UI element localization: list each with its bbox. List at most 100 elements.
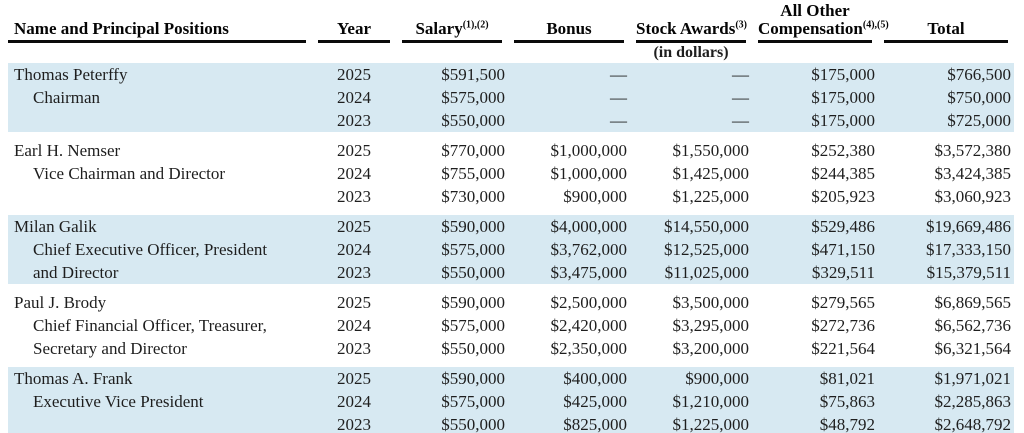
column-header-name-label: Name and Principal Positions — [14, 19, 229, 38]
bonus-cell: $1,000,000 — [550, 141, 628, 160]
table-row: Paul J. Brody 2025 $590,000 $2,500,000 $… — [8, 291, 1014, 314]
bonus-cell: $900,000 — [563, 187, 627, 206]
other-compensation-cell: $81,021 — [819, 369, 875, 388]
salary-cell: $575,000 — [441, 316, 505, 335]
stock-awards-cell: — — [732, 65, 749, 84]
table-row: 2023 $730,000 $900,000 $1,225,000 $205,9… — [8, 185, 1014, 208]
table-row: 2023 $550,000 — — $175,000 $725,000 — [8, 109, 1014, 132]
table-row: Thomas A. Frank 2025 $590,000 $400,000 $… — [8, 367, 1014, 390]
stock-awards-cell: $1,425,000 — [672, 164, 750, 183]
total-cell: $6,869,565 — [934, 293, 1012, 312]
stock-awards-cell: $14,550,000 — [664, 217, 749, 236]
table-row: and Director 2023 $550,000 $3,475,000 $1… — [8, 261, 1014, 284]
column-header-all-other-compensation: All Other Compensation(4),(5) — [752, 0, 889, 43]
salary-cell: $591,500 — [441, 65, 505, 84]
salary-cell: $550,000 — [441, 415, 505, 433]
salary-cell: $590,000 — [441, 369, 505, 388]
name-position-cell: Chief Executive Officer, President — [33, 240, 268, 259]
bonus-cell: — — [610, 65, 627, 84]
column-header-bonus-label: Bonus — [546, 19, 592, 38]
header-row: Name and Principal Positions Year Salary… — [8, 0, 1014, 43]
name-position-cell: Chairman — [33, 88, 101, 107]
year-cell: 2025 — [337, 217, 371, 236]
bonus-cell: $400,000 — [563, 369, 627, 388]
bonus-cell: $825,000 — [563, 415, 627, 433]
year-cell: 2023 — [337, 263, 371, 282]
stock-awards-cell: — — [732, 88, 749, 107]
other-compensation-cell: $221,564 — [811, 339, 875, 358]
total-cell: $6,562,736 — [934, 316, 1012, 335]
stock-awards-cell: $900,000 — [685, 369, 749, 388]
column-header-all-other-line1: All Other — [780, 1, 850, 20]
column-header-stock-awards-label: Stock Awards — [636, 19, 736, 38]
year-cell: 2025 — [337, 65, 371, 84]
other-compensation-cell: $205,923 — [811, 187, 875, 206]
name-position-cell: Milan Galik — [14, 217, 97, 236]
other-compensation-cell: $272,736 — [811, 316, 875, 335]
other-compensation-cell: $75,863 — [819, 392, 875, 411]
total-cell: $3,572,380 — [934, 141, 1012, 160]
salary-cell: $550,000 — [441, 111, 505, 130]
name-position-cell — [8, 109, 312, 132]
column-header-total: Total — [878, 0, 1014, 43]
year-cell: 2023 — [337, 339, 371, 358]
stock-awards-cell: $3,500,000 — [672, 293, 750, 312]
name-position-cell: Thomas A. Frank — [14, 369, 133, 388]
other-compensation-cell: $175,000 — [811, 65, 875, 84]
salary-cell: $590,000 — [441, 293, 505, 312]
column-header-salary: Salary(1),(2) — [396, 0, 508, 43]
group-separator — [8, 284, 1014, 291]
table-row: Executive Vice President 2024 $575,000 $… — [8, 390, 1014, 413]
bonus-cell: $1,000,000 — [550, 164, 628, 183]
year-cell: 2023 — [337, 415, 371, 433]
bonus-cell: $2,350,000 — [550, 339, 628, 358]
units-row: (in dollars) — [8, 43, 1014, 63]
other-compensation-cell: $329,511 — [811, 263, 875, 282]
column-header-year: Year — [312, 0, 396, 43]
year-cell: 2024 — [337, 392, 371, 411]
table-row: Milan Galik 2025 $590,000 $4,000,000 $14… — [8, 215, 1014, 238]
executive-group: Thomas A. Frank 2025 $590,000 $400,000 $… — [8, 367, 1014, 433]
total-cell: $725,000 — [947, 111, 1011, 130]
year-cell: 2024 — [337, 240, 371, 259]
year-cell: 2024 — [337, 88, 371, 107]
stock-awards-cell: $3,295,000 — [672, 316, 750, 335]
stock-awards-cell: $1,210,000 — [672, 392, 750, 411]
other-compensation-cell: $279,565 — [811, 293, 875, 312]
executive-group: Paul J. Brody 2025 $590,000 $2,500,000 $… — [8, 291, 1014, 360]
stock-awards-cell: $1,225,000 — [672, 415, 750, 433]
other-compensation-cell: $48,792 — [819, 415, 875, 433]
column-header-stock-awards: Stock Awards(3) — [630, 0, 752, 43]
compensation-footnote-marker: (4),(5) — [862, 19, 889, 31]
stock-awards-cell: $3,200,000 — [672, 339, 750, 358]
total-cell: $15,379,511 — [926, 263, 1011, 282]
group-separator — [8, 208, 1014, 215]
name-position-cell: Executive Vice President — [33, 392, 204, 411]
name-position-cell — [8, 413, 312, 433]
total-cell: $6,321,564 — [934, 339, 1012, 358]
total-cell: $2,648,792 — [934, 415, 1012, 433]
group-separator — [8, 132, 1014, 139]
year-cell: 2025 — [337, 369, 371, 388]
table-header: Name and Principal Positions Year Salary… — [8, 0, 1014, 63]
bonus-cell: — — [610, 111, 627, 130]
column-header-salary-label: Salary — [415, 19, 463, 38]
table-row: 2023 $550,000 $825,000 $1,225,000 $48,79… — [8, 413, 1014, 433]
table-row: Secretary and Director 2023 $550,000 $2,… — [8, 337, 1014, 360]
executive-group: Milan Galik 2025 $590,000 $4,000,000 $14… — [8, 215, 1014, 284]
total-cell: $750,000 — [947, 88, 1011, 107]
salary-cell: $575,000 — [441, 88, 505, 107]
column-header-total-label: Total — [927, 19, 965, 38]
year-cell: 2025 — [337, 293, 371, 312]
name-position-cell: and Director — [33, 263, 119, 282]
salary-cell: $550,000 — [441, 339, 505, 358]
other-compensation-cell: $175,000 — [811, 111, 875, 130]
salary-cell: $590,000 — [441, 217, 505, 236]
salary-cell: $550,000 — [441, 263, 505, 282]
column-header-year-label: Year — [337, 19, 371, 38]
table-row: Vice Chairman and Director 2024 $755,000… — [8, 162, 1014, 185]
total-cell: $2,285,863 — [934, 392, 1012, 411]
bonus-cell: $425,000 — [563, 392, 627, 411]
table-row: Earl H. Nemser 2025 $770,000 $1,000,000 … — [8, 139, 1014, 162]
bonus-cell: — — [610, 88, 627, 107]
